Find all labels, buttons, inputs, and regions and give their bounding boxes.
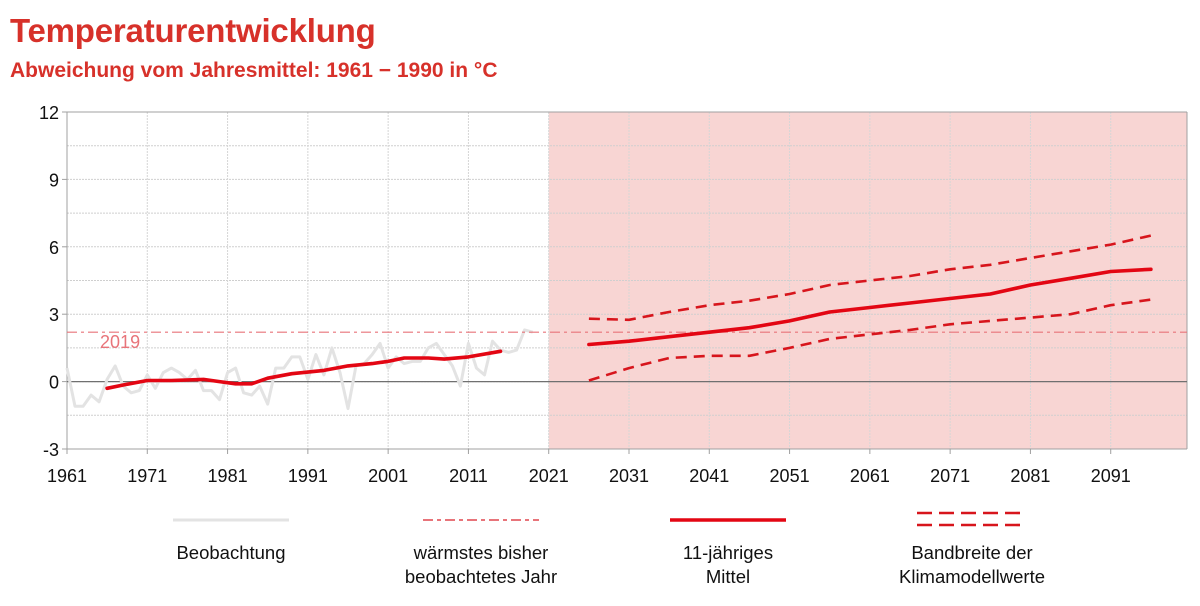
x-tick-label: 2041: [689, 466, 729, 486]
x-tick-label: 2071: [930, 466, 970, 486]
y-tick-label: -3: [43, 440, 59, 460]
x-tick-label: 2031: [609, 466, 649, 486]
y-tick-label: 6: [49, 238, 59, 258]
legend-label-beobachtung: Beobachtung: [176, 542, 286, 563]
legend-label-waermstes-jahr: wärmstes bisher beobachtetes Jahr: [404, 542, 558, 587]
legend-label-bandbreite: Bandbreite der Klimamodellwerte: [899, 542, 1045, 587]
y-tick-label: 9: [49, 170, 59, 190]
x-tick-label: 2001: [368, 466, 408, 486]
series: [65, 234, 1187, 411]
x-tick-label: 1961: [47, 466, 87, 486]
series-11-jähriges-mittel: [105, 349, 503, 391]
y-tick-label: 0: [49, 373, 59, 393]
series-bandbreite-der-klimamodellwerte-unten: [588, 298, 1152, 382]
legend: [173, 511, 1027, 527]
y-tick-label: 12: [39, 103, 59, 123]
y-tick-label: 3: [49, 305, 59, 325]
x-tick-label: 2081: [1010, 466, 1050, 486]
x-tick-label: 2091: [1091, 466, 1131, 486]
x-tick-label: 2051: [770, 466, 810, 486]
x-tick-label: 1991: [288, 466, 328, 486]
series-bandbreite-der-klimamodellwerte-oben: [588, 234, 1152, 322]
series-11-jähriges-mittel-projektion: [587, 267, 1153, 347]
tick-labels: -3 0 3 6 9 12 1961 1971 1981 1991 2001 2011 2021 2031…: [39, 103, 1131, 486]
x-tick-label: 2011: [449, 466, 488, 486]
legend-label-mittel: 11-jähriges Mittel: [682, 542, 774, 587]
chart-title: Temperaturentwicklung: [10, 12, 376, 49]
x-tick-label: 1971: [127, 466, 167, 486]
x-tick-label: 1981: [208, 466, 248, 486]
annotation-2019: 2019: [100, 332, 140, 352]
x-tick-label: 2021: [529, 466, 569, 486]
chart-subtitle: Abweichung vom Jahresmittel: 1961 − 1990…: [10, 59, 498, 82]
x-tick-label: 2061: [850, 466, 890, 486]
grid: [67, 112, 1187, 449]
